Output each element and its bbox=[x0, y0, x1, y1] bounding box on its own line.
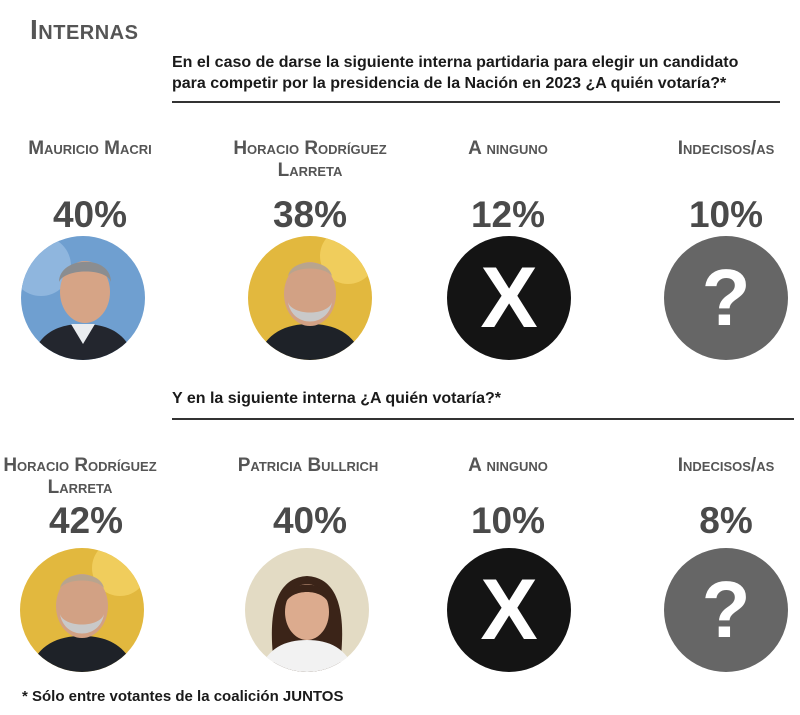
x-icon-1: X bbox=[447, 236, 571, 360]
photo-bullrich bbox=[245, 548, 369, 672]
percentage-2-2: 40% bbox=[272, 500, 348, 541]
candidate-name-2-2: Patricia Bullrich bbox=[237, 455, 379, 476]
candidate-name-2-4: Indecisos/as bbox=[677, 455, 775, 476]
percentage-2-4: 8% bbox=[699, 500, 753, 541]
divider-1 bbox=[172, 101, 780, 103]
percentage-1-2: 38% bbox=[272, 194, 348, 235]
x-icon-2: X bbox=[447, 548, 571, 672]
photo-larreta-1 bbox=[248, 236, 372, 360]
footnote: * Sólo entre votantes de la coalición JU… bbox=[22, 688, 344, 705]
candidate-name-1-4: Indecisos/as bbox=[677, 138, 775, 159]
question-2: Y en la siguiente interna ¿A quién votar… bbox=[172, 390, 501, 407]
candidate-name-2-3: A ninguno bbox=[468, 455, 548, 476]
candidate-name-2-1: Horacio Rodríguez Larreta bbox=[3, 455, 157, 498]
percentage-2-1: 42% bbox=[48, 500, 124, 541]
percentage-2-3: 10% bbox=[470, 500, 546, 541]
candidate-name-1-1: Mauricio Macri bbox=[28, 138, 152, 159]
divider-2 bbox=[172, 418, 794, 420]
question-icon-2: ? bbox=[664, 548, 788, 672]
question-1: En el caso de darse la siguiente interna… bbox=[172, 54, 739, 92]
candidate-name-1-3: A ninguno bbox=[468, 138, 548, 159]
candidate-name-1-2: Horacio Rodríguez Larreta bbox=[233, 138, 387, 181]
percentage-1-4: 10% bbox=[688, 194, 764, 235]
percentage-1-1: 40% bbox=[52, 194, 128, 235]
percentage-1-3: 12% bbox=[470, 194, 546, 235]
photo-larreta-2 bbox=[20, 548, 144, 672]
section-title: Internas bbox=[30, 14, 139, 45]
photo-macri bbox=[21, 236, 145, 360]
question-icon-1: ? bbox=[664, 236, 788, 360]
